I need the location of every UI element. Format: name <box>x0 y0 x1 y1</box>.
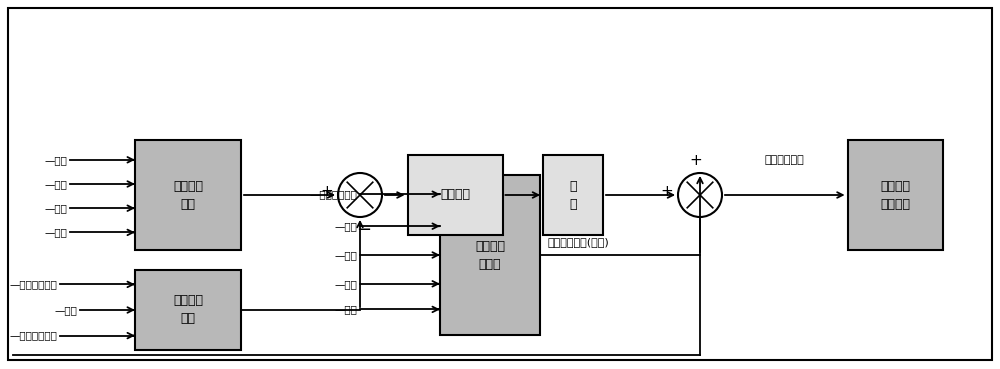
Bar <box>408 155 503 235</box>
Bar <box>135 270 241 350</box>
Text: —频率: —频率 <box>334 279 357 289</box>
Text: —功角: —功角 <box>334 304 357 314</box>
Text: —电压: —电压 <box>44 179 67 189</box>
Text: +: + <box>320 183 333 199</box>
Text: —定子绕组温度: —定子绕组温度 <box>9 279 57 289</box>
Text: 累
积: 累 积 <box>569 179 577 210</box>
Text: −: − <box>356 221 372 239</box>
Text: —功角: —功角 <box>44 227 67 237</box>
Text: 转子散热
模型: 转子散热 模型 <box>173 294 203 325</box>
Circle shape <box>338 173 382 217</box>
Text: 转子实际温度: 转子实际温度 <box>765 155 805 165</box>
Bar <box>440 175 540 335</box>
Text: 温升模型: 温升模型 <box>440 189 470 201</box>
Text: —转速: —转速 <box>54 305 77 315</box>
Text: 转子损耗
模型: 转子损耗 模型 <box>173 179 203 210</box>
Bar <box>848 140 942 250</box>
Text: +: + <box>660 183 673 199</box>
Text: 定子绕组
热模型: 定子绕组 热模型 <box>475 239 505 270</box>
Bar <box>543 155 603 235</box>
Text: 定子铁芯温度(基准): 定子铁芯温度(基准) <box>548 237 610 247</box>
Text: —电压: —电压 <box>334 250 357 260</box>
Bar <box>135 140 241 250</box>
Text: —电流: —电流 <box>334 221 357 231</box>
Text: —上一估算温度: —上一估算温度 <box>9 331 57 341</box>
Text: +: + <box>690 153 702 168</box>
Circle shape <box>678 173 722 217</box>
Text: —频率: —频率 <box>44 203 67 213</box>
Text: 转矩修正
与热保护: 转矩修正 与热保护 <box>880 179 910 210</box>
Text: —定子绕组温度: —定子绕组温度 <box>309 189 357 199</box>
Text: —电流: —电流 <box>44 155 67 165</box>
